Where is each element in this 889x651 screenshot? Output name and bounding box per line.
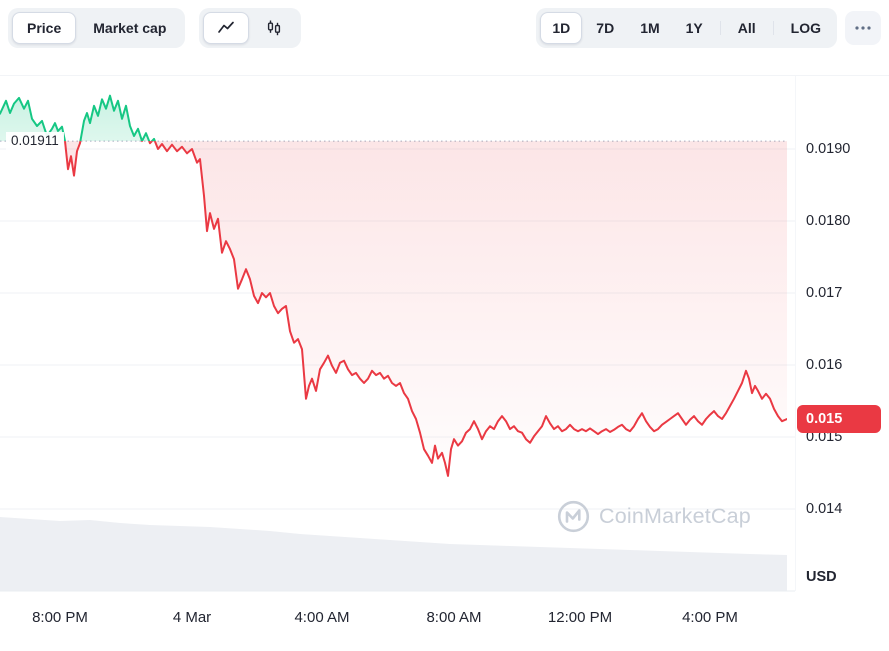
candlestick-chart-button[interactable]	[251, 12, 297, 44]
y-axis-label: 0.017	[806, 285, 843, 301]
watermark-text: CoinMarketCap	[599, 504, 751, 528]
line-chart-icon	[218, 21, 235, 33]
y-axis-label: 0.0180	[806, 213, 851, 229]
chart-type-toggle	[199, 8, 302, 48]
more-options-button[interactable]	[845, 11, 881, 45]
log-scale-toggle[interactable]: LOG	[779, 12, 833, 44]
candlestick-icon	[268, 20, 281, 36]
range-divider	[772, 21, 774, 35]
x-axis-label: 12:00 PM	[547, 609, 613, 626]
y-axis-label: 0.016	[806, 356, 843, 373]
ellipsis-icon	[855, 26, 871, 30]
range-1y[interactable]: 1Y	[674, 12, 715, 44]
axis-separator	[795, 76, 796, 591]
range-selector: 1D 7D 1M 1Y All LOG	[536, 8, 837, 48]
x-axis-label: 8:00 AM	[426, 609, 482, 626]
range-divider	[719, 21, 721, 35]
price-tab[interactable]: Price	[12, 12, 77, 44]
open-price-label: 0.01911	[6, 132, 64, 151]
range-1m[interactable]: 1M	[628, 12, 671, 44]
x-axis-label: 4 Mar	[172, 609, 212, 626]
current-price-badge: 0.015	[797, 404, 881, 433]
price-marketcap-toggle: Price Market cap	[8, 8, 186, 48]
y-axis-label: 0.0190	[806, 141, 851, 157]
y-axis-unit-label: USD	[806, 569, 837, 585]
coinmarketcap-watermark: CoinMarketCap	[557, 500, 751, 533]
coinmarketcap-logo-icon	[557, 500, 590, 533]
range-all[interactable]: All	[726, 12, 768, 44]
x-axis-label: 8:00 PM	[32, 609, 88, 626]
y-axis-label: 0.014	[806, 500, 843, 517]
chart-toolbar: Price Market cap 1D 7D 1M 1Y All LOG	[8, 8, 881, 48]
market-cap-tab[interactable]: Market cap	[78, 12, 181, 44]
range-1d[interactable]: 1D	[540, 12, 583, 44]
price-chart-plot[interactable]	[0, 76, 795, 596]
y-axis-label: 0.015	[806, 428, 843, 445]
x-axis-label: 4:00 PM	[682, 609, 738, 626]
range-7d[interactable]: 7D	[584, 12, 626, 44]
x-axis-label: 4:00 AM	[294, 609, 350, 626]
line-chart-button[interactable]	[203, 12, 250, 44]
price-chart: 0.01911 0.015 USD CoinMarketCap 0.0190 0.…	[0, 75, 889, 643]
